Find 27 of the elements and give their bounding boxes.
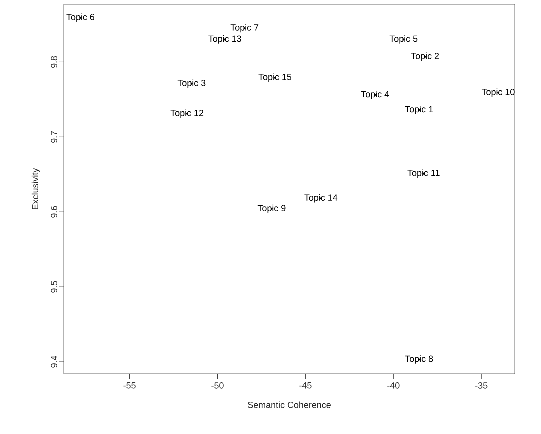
series-label: Topic 1 [405, 106, 434, 114]
series-label: Topic 14 [304, 194, 338, 203]
series-label: Topic 5 [390, 36, 418, 44]
x-tick-label: -40 [388, 382, 400, 389]
series-label: Topic 2 [411, 52, 440, 62]
x-axis-title: Semantic Coherence [248, 402, 331, 408]
series-label: Topic 12 [170, 110, 204, 118]
series-label: Topic 11 [408, 170, 440, 178]
x-tick-label: -50 [212, 382, 224, 389]
y-axis-title: Exclusivity [32, 168, 40, 210]
y-tick-label: 9.6 [51, 206, 58, 218]
series-label: Topic 13 [208, 36, 242, 44]
y-tick-label: 9.4 [51, 356, 58, 368]
series-label: Topic 3 [178, 80, 206, 88]
x-tick-label: -55 [124, 382, 136, 389]
series-label: Topic 8 [405, 356, 434, 364]
y-tick-label: 9.8 [51, 56, 58, 68]
y-tick-label: 9.7 [51, 131, 58, 143]
series-label: Topic 7 [230, 24, 259, 33]
series-label: Topic 10 [482, 88, 515, 98]
x-tick-label: -35 [476, 382, 488, 389]
series-label: Topic 9 [258, 204, 286, 214]
x-tick-label: -45 [300, 382, 312, 389]
y-tick-label: 9.5 [51, 281, 58, 293]
series-label: Topic 15 [258, 74, 292, 82]
series-label: Topic 4 [361, 91, 390, 100]
series-label: Topic 6 [66, 14, 95, 22]
